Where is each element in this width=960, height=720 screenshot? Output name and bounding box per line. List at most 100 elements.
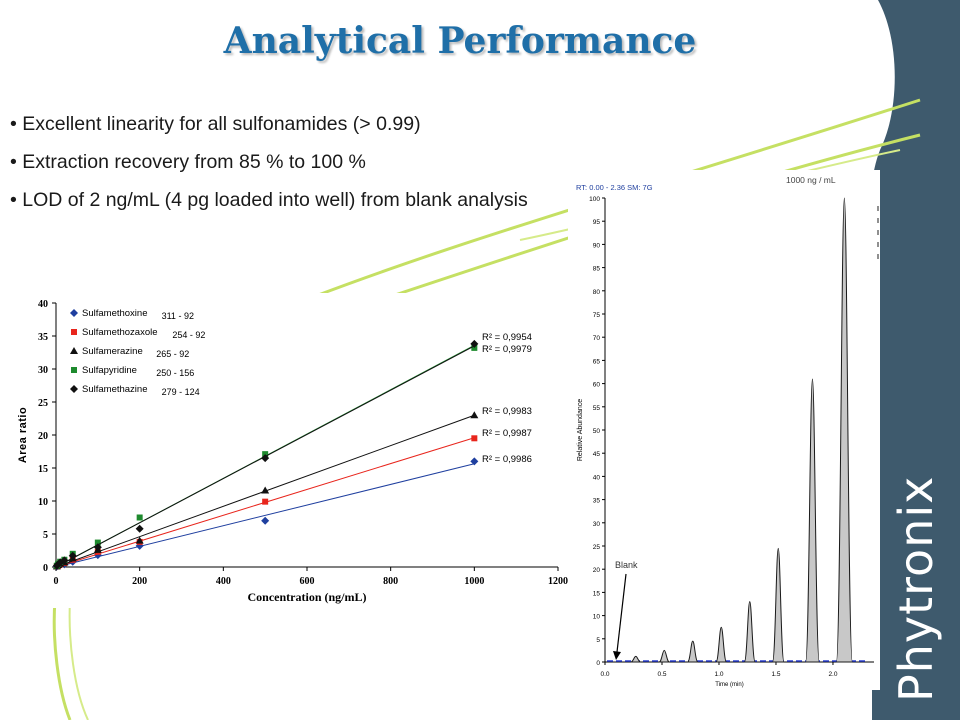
legend-transition: 250 - 156	[156, 368, 194, 378]
y-tick-label: 50	[593, 428, 601, 435]
data-point	[93, 543, 102, 552]
x-tick-label: 600	[300, 576, 315, 587]
x-tick-label: 0	[54, 576, 59, 587]
y-tick-label: 5	[596, 637, 600, 644]
x-tick-label: 1.5	[771, 671, 780, 678]
y-tick-label: 40	[38, 299, 48, 310]
y-tick-label: 85	[593, 266, 601, 273]
x-tick-label: 200	[132, 576, 147, 587]
r2-label: R² = 0,9986	[482, 454, 532, 465]
data-point	[471, 435, 478, 442]
y-tick-label: 30	[38, 365, 48, 376]
data-point	[470, 339, 479, 348]
r2-label: R² = 0,9987	[482, 428, 532, 439]
y-tick-label: 45	[593, 451, 601, 458]
data-point	[71, 329, 77, 335]
legend-label: Sulfamethoxine	[82, 308, 147, 319]
r2-label: R² = 0,9954	[482, 332, 532, 343]
y-tick-label: 70	[593, 335, 601, 342]
y-tick-label: 0	[596, 660, 600, 667]
brand-logo-text: Phytronix	[889, 476, 943, 702]
y-tick-label: 60	[593, 382, 601, 389]
peak	[805, 378, 820, 663]
y-tick-label: 25	[593, 544, 601, 551]
data-point	[261, 516, 270, 525]
legend-label: Sulfamerazine	[82, 346, 143, 357]
y-tick-label: 15	[38, 464, 48, 475]
y-tick-label: 40	[593, 474, 601, 481]
bullet-lod: • LOD of 2 ng/mL (4 pg loaded into well)…	[10, 189, 528, 211]
data-point	[60, 556, 69, 565]
data-point	[94, 539, 101, 546]
y-tick-label: 25	[38, 398, 48, 409]
bullet-linearity: • Excellent linearity for all sulfonamid…	[10, 113, 421, 135]
y-tick-label: 20	[38, 431, 48, 442]
y-tick-label: 75	[593, 312, 601, 319]
y-tick-label: 80	[593, 289, 601, 296]
trendline	[55, 463, 475, 568]
peak	[835, 197, 853, 663]
y-tick-label: 100	[589, 196, 600, 203]
y-tick-label: 65	[593, 358, 601, 365]
y-tick-label: 90	[593, 242, 601, 249]
x-axis-title: Concentration (ng/mL)	[248, 590, 367, 604]
data-point	[70, 347, 78, 354]
peak	[658, 649, 670, 663]
chromatogram-header: RT: 0.00 - 2.36 SM: 7G	[576, 183, 653, 192]
legend-transition: 279 - 124	[162, 387, 200, 397]
brand-logo: Phytronix	[889, 476, 943, 702]
swoosh-5	[68, 599, 89, 720]
concentration-label: 1000 ng / mL	[786, 175, 836, 185]
x-tick-label: 1200	[548, 576, 568, 587]
peak	[743, 601, 756, 663]
blank-label: Blank	[615, 560, 638, 570]
r2-label: R² = 0,9983	[482, 406, 532, 417]
blank-arrow-line	[616, 573, 627, 653]
peak	[715, 626, 727, 663]
y-tick-label: 20	[593, 567, 601, 574]
data-point	[135, 524, 144, 533]
data-point	[71, 367, 77, 373]
swoosh-4	[52, 599, 72, 720]
y-tick-label: 5	[43, 530, 48, 541]
y-tick-label: 95	[593, 219, 601, 226]
y-tick-label: 0	[43, 563, 48, 574]
data-point	[261, 454, 270, 463]
data-point	[136, 514, 143, 521]
data-point	[470, 411, 479, 419]
legend-label: Sulfamethazine	[82, 384, 147, 395]
chromatogram-chart: RT: 0.00 - 2.36 SM: 7G 1000 ng / mL 0 5 10 15…	[568, 170, 880, 690]
x-tick-label: 800	[383, 576, 398, 587]
y-tick-label: 15	[593, 590, 601, 597]
x-tick-label: 400	[216, 576, 231, 587]
data-point	[470, 457, 479, 466]
data-point	[70, 385, 78, 393]
legend-transition: 265 - 92	[156, 349, 189, 359]
r2-label: R² = 0,9979	[482, 344, 532, 355]
bullet-recovery: • Extraction recovery from 85 % to 100 %	[10, 151, 366, 173]
data-point	[262, 498, 269, 505]
legend-label: Sulfapyridine	[82, 365, 137, 376]
blank-arrow-head	[613, 651, 621, 660]
y-axis-title: Area ratio	[17, 407, 29, 463]
x-tick-label: 0.5	[657, 671, 666, 678]
y-tick-label: 55	[593, 405, 601, 412]
brand-panel	[868, 0, 960, 720]
legend-transition: 254 - 92	[172, 330, 205, 340]
y-tick-label: 10	[593, 614, 601, 621]
y-tick-label: 35	[38, 332, 48, 343]
legend-label: Sulfamethozaxole	[82, 327, 158, 338]
x-tick-label: 1.0	[714, 671, 723, 678]
peak	[630, 655, 641, 663]
x-tick-label: 1000	[464, 576, 484, 587]
peak	[687, 640, 699, 663]
slide-title: Analytical Performance	[223, 20, 697, 62]
y-tick-label: 30	[593, 521, 601, 528]
peak	[772, 547, 785, 663]
data-point	[261, 486, 270, 494]
data-point	[68, 551, 77, 560]
bullet-list: • Excellent linearity for all sulfonamid…	[10, 112, 570, 226]
y-tick-label: 10	[38, 497, 48, 508]
data-point	[135, 536, 144, 544]
